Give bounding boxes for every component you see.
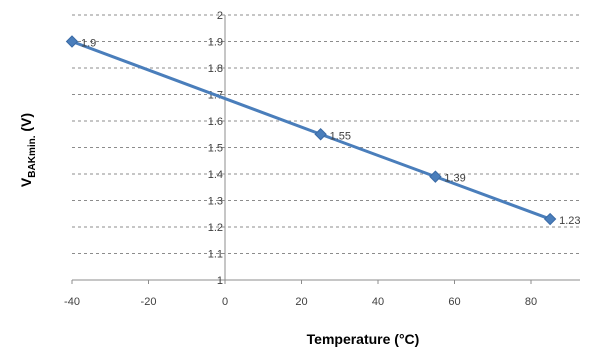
y-tick-label: 1.6 <box>208 116 223 128</box>
x-tick-label: 40 <box>372 296 384 308</box>
x-tick-label: -40 <box>64 296 80 308</box>
y-tick-label: 1.8 <box>208 63 223 75</box>
data-point-marker <box>314 128 327 141</box>
data-point-marker <box>543 212 557 226</box>
x-tick-label: -20 <box>141 296 157 308</box>
x-tick-label: 0 <box>222 296 228 308</box>
y-tick-label: 1.5 <box>208 143 223 155</box>
axes <box>72 15 580 281</box>
y-tick-label: 1.2 <box>208 222 223 234</box>
y-tick-label: 1.1 <box>208 249 223 261</box>
x-tick-label: 80 <box>525 296 537 308</box>
data-label: 1.39 <box>444 173 465 185</box>
y-tick-label: 1.9 <box>208 37 223 49</box>
y-tick-label: 2 <box>217 10 223 22</box>
y-tick-labels: 11.11.21.31.41.51.61.71.81.92 <box>208 10 223 287</box>
series-markers <box>65 35 557 226</box>
y-tick-label: 1.3 <box>208 196 223 208</box>
x-axis-title: Temperature (°C) <box>307 331 420 347</box>
data-labels: 1.9 1.55 1.39 1.23 <box>81 38 581 228</box>
x-tick-label: 20 <box>295 296 307 308</box>
series-line <box>71 40 551 221</box>
gridlines <box>71 14 580 284</box>
y-axis-title-suffix: (V) <box>18 113 34 136</box>
y-axis-title-main: V <box>18 177 34 187</box>
data-point-marker <box>429 170 442 183</box>
y-axis-title: VBAKmin. (V) <box>18 113 38 187</box>
data-label: 1.23 <box>559 215 580 227</box>
y-axis-title-subscript: BAKmin. <box>27 135 38 177</box>
x-tick-label: 60 <box>448 296 460 308</box>
data-point-marker <box>65 35 79 48</box>
data-label: 1.55 <box>330 130 351 142</box>
data-label: 1.9 <box>81 38 96 50</box>
y-tick-label: 1.4 <box>208 169 223 181</box>
y-tick-label: 1 <box>217 275 223 287</box>
x-tick-labels: -40 -20 0 20 40 60 80 <box>64 296 537 308</box>
